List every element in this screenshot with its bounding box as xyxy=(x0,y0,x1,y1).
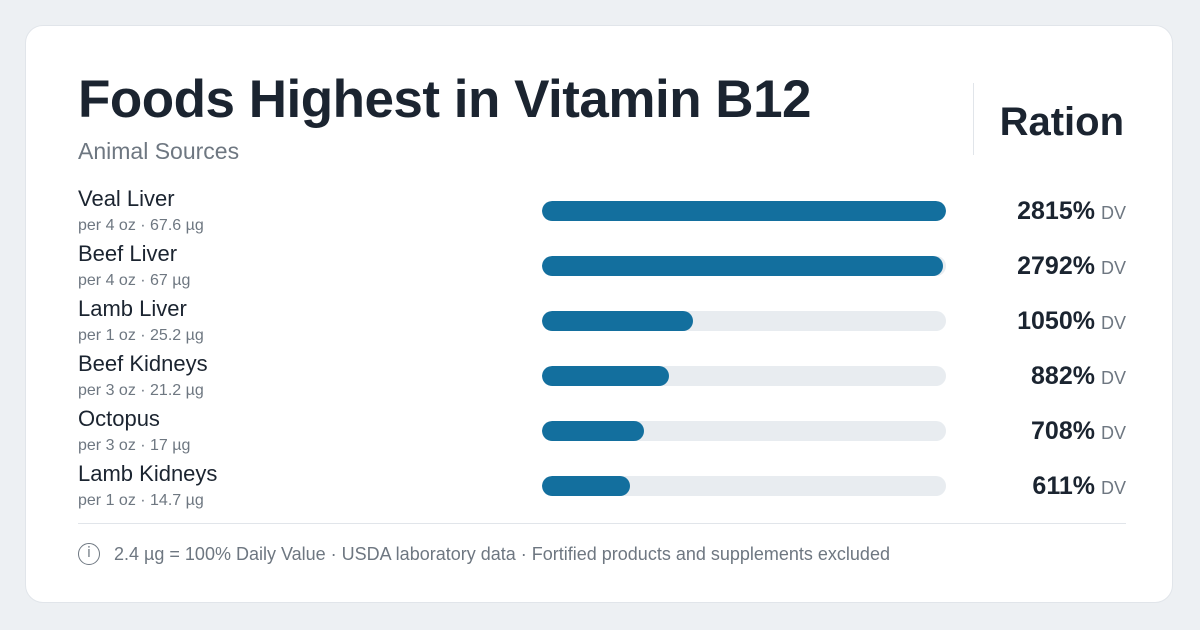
bar xyxy=(542,256,943,276)
data-label: 2792% DV xyxy=(1017,251,1126,281)
category-label: Lamb Liver xyxy=(78,296,187,321)
value-label: 1050% xyxy=(1017,307,1095,335)
chart-title: Foods Highest in Vitamin B12 xyxy=(78,70,812,129)
value-label: 2792% xyxy=(1017,252,1095,280)
chart-card: Foods Highest in Vitamin B12 Animal Sour… xyxy=(25,25,1173,603)
value-label: 2815% xyxy=(1017,197,1095,225)
unit-label: DV xyxy=(1100,478,1126,498)
unit-label: DV xyxy=(1100,313,1126,333)
bar xyxy=(542,476,630,496)
category-label: Beef Kidneys xyxy=(78,351,208,376)
bar xyxy=(542,311,693,331)
chart-subtitle: Animal Sources xyxy=(78,138,240,164)
bar-row: Lamb Liver per 1 oz · 25.2 µg 1050% DV xyxy=(78,296,1126,351)
info-icon: i xyxy=(78,543,100,565)
bar-track xyxy=(542,311,946,331)
bar-row: Octopus per 3 oz · 17 µg 708% DV xyxy=(78,406,1126,461)
bar-track xyxy=(542,366,946,386)
category-label: Veal Liver xyxy=(78,186,175,211)
footer-divider xyxy=(78,523,1126,524)
bar-row: Beef Liver per 4 oz · 67 µg 2792% DV xyxy=(78,241,1126,296)
category-label: Octopus xyxy=(78,406,160,431)
serving-label: per 1 oz · 14.7 µg xyxy=(78,492,204,509)
unit-label: DV xyxy=(1100,368,1126,388)
serving-label: per 4 oz · 67.6 µg xyxy=(78,217,204,234)
value-label: 611% xyxy=(1032,472,1095,500)
serving-label: per 3 oz · 21.2 µg xyxy=(78,382,204,399)
bar-row: Lamb Kidneys per 1 oz · 14.7 µg 611% DV xyxy=(78,461,1126,516)
value-label: 882% xyxy=(1031,362,1095,390)
serving-label: per 1 oz · 25.2 µg xyxy=(78,327,204,344)
unit-label: DV xyxy=(1100,203,1126,223)
bar-track xyxy=(542,476,946,496)
serving-label: per 3 oz · 17 µg xyxy=(78,437,191,454)
bar xyxy=(542,421,644,441)
bar-row: Veal Liver per 4 oz · 67.6 µg 2815% DV xyxy=(78,186,1126,241)
brand-logo: Ration xyxy=(999,100,1124,144)
serving-label: per 4 oz · 67 µg xyxy=(78,272,191,289)
data-label: 1050% DV xyxy=(1017,306,1126,336)
header-divider xyxy=(973,83,974,155)
category-label: Beef Liver xyxy=(78,241,178,266)
value-label: 708% xyxy=(1031,417,1095,445)
unit-label: DV xyxy=(1100,258,1126,278)
bar-track xyxy=(542,421,946,441)
category-label: Lamb Kidneys xyxy=(78,461,218,486)
bar-track xyxy=(542,201,946,221)
footer-text: 2.4 µg = 100% Daily Value · USDA laborat… xyxy=(114,543,890,564)
bar-list: Veal Liver per 4 oz · 67.6 µg 2815% DV Beef … xyxy=(78,186,1126,516)
footer-note: i 2.4 µg = 100% Daily Value · USDA labor… xyxy=(78,543,890,565)
data-label: 2815% DV xyxy=(1017,196,1126,226)
data-label: 708% DV xyxy=(1031,416,1126,446)
bar-track xyxy=(542,256,946,276)
bar xyxy=(542,201,946,221)
data-label: 611% DV xyxy=(1032,471,1126,501)
data-label: 882% DV xyxy=(1031,361,1126,391)
unit-label: DV xyxy=(1100,423,1126,443)
bar-row: Beef Kidneys per 3 oz · 21.2 µg 882% DV xyxy=(78,351,1126,406)
bar xyxy=(542,366,669,386)
